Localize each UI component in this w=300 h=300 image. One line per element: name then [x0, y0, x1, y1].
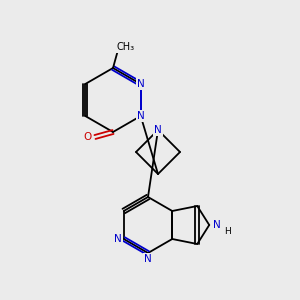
Text: O: O	[84, 132, 92, 142]
Text: CH₃: CH₃	[117, 42, 135, 52]
Text: H: H	[224, 226, 231, 236]
Text: N: N	[137, 111, 145, 121]
Text: N: N	[144, 254, 152, 264]
Text: N: N	[213, 220, 221, 230]
Text: N: N	[137, 79, 145, 89]
Text: N: N	[154, 125, 162, 135]
Text: N: N	[114, 234, 122, 244]
